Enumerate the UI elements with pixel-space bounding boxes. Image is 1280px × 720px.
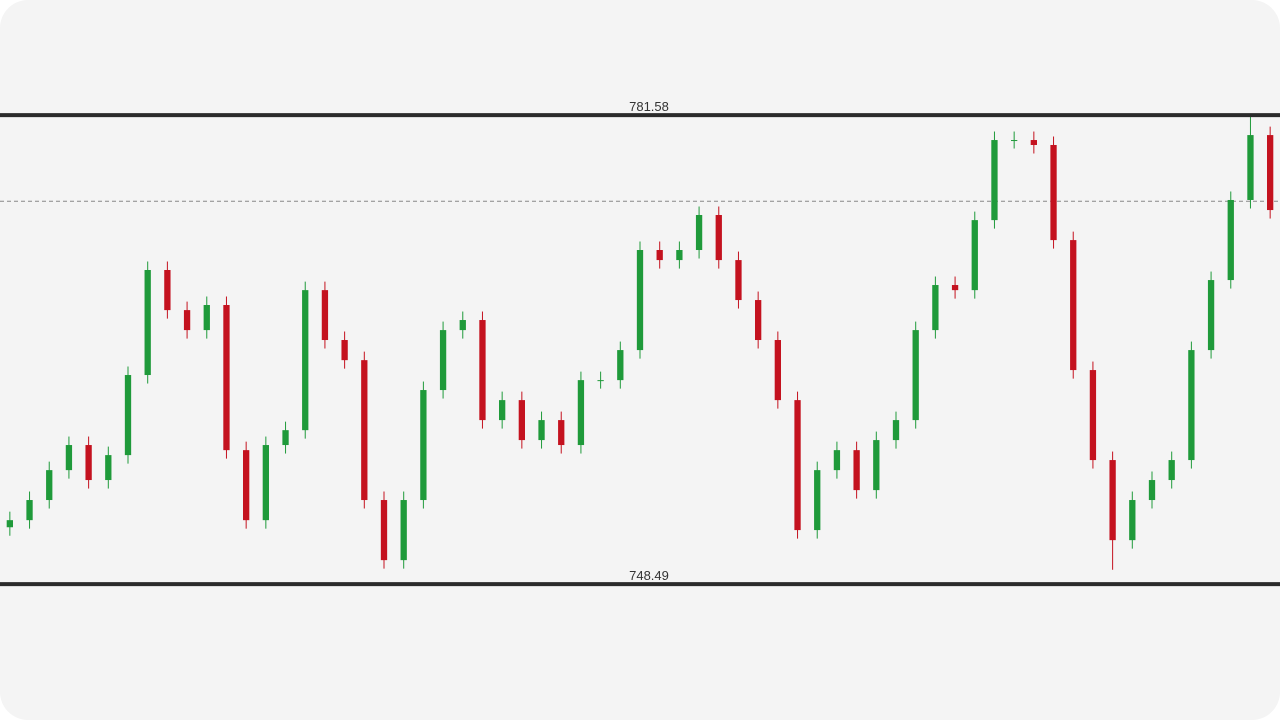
candle-body [1070,240,1077,371]
candle-body [1188,350,1195,461]
candle-body [420,390,427,501]
candle-body [951,285,959,291]
candle-body [715,215,722,261]
candle-body [1089,370,1097,461]
level-label: 748.49 [629,568,669,583]
candle-body [65,445,73,471]
candle-body [1168,460,1175,481]
candle-body [361,360,368,501]
candle-body [282,430,289,446]
candle-body [577,380,585,446]
candle-body [6,520,13,528]
candle-body [26,500,33,521]
candle-body [243,450,250,521]
candle-body [144,270,151,376]
candle-body [558,420,565,446]
candle-body [46,470,53,501]
candle-body [1267,135,1274,211]
candle-body [479,320,486,421]
candle-body [617,350,624,381]
candle-body [341,340,348,361]
candle-body [991,140,998,221]
candle-body [459,320,466,331]
candle-body [814,470,821,531]
level-label: 781.58 [629,99,669,114]
candle-body [1030,140,1037,145]
candle-body [1129,500,1136,541]
candle-body [1247,135,1254,200]
candle-body [380,500,388,561]
candle-body [439,330,447,391]
candle-body [499,400,506,421]
candle-body [262,445,269,521]
candle-body [892,420,900,441]
candle-body [1148,480,1156,501]
candle-body [656,250,663,261]
candle-body [636,250,644,351]
candle-body [1109,460,1116,541]
candle-body [912,330,919,421]
candle-body [676,250,683,261]
candle-body [203,305,210,331]
candle-body [774,340,781,401]
candle-body [755,300,762,341]
candle-body [400,500,407,561]
candle-body [873,440,880,491]
candle-body [695,215,703,251]
candle-body [932,285,939,331]
candle-body [1227,199,1234,281]
candle-body [971,220,978,291]
candle-body [1207,280,1215,351]
candle-body [833,450,841,471]
candle-body [518,400,525,441]
candle-body [538,420,545,441]
candle-body [183,310,191,331]
candle-body [853,450,860,491]
candle-body [105,455,112,481]
candle-body [794,400,801,531]
candle-body [1011,140,1018,142]
candle-body [597,380,604,382]
candle-body [321,290,329,341]
candle-body [1050,144,1057,241]
candle-body [302,290,309,431]
candle-body [223,305,230,451]
candle-body [164,270,171,311]
candle-body [735,260,742,301]
candle-body [85,445,92,481]
candle-body [124,375,132,456]
